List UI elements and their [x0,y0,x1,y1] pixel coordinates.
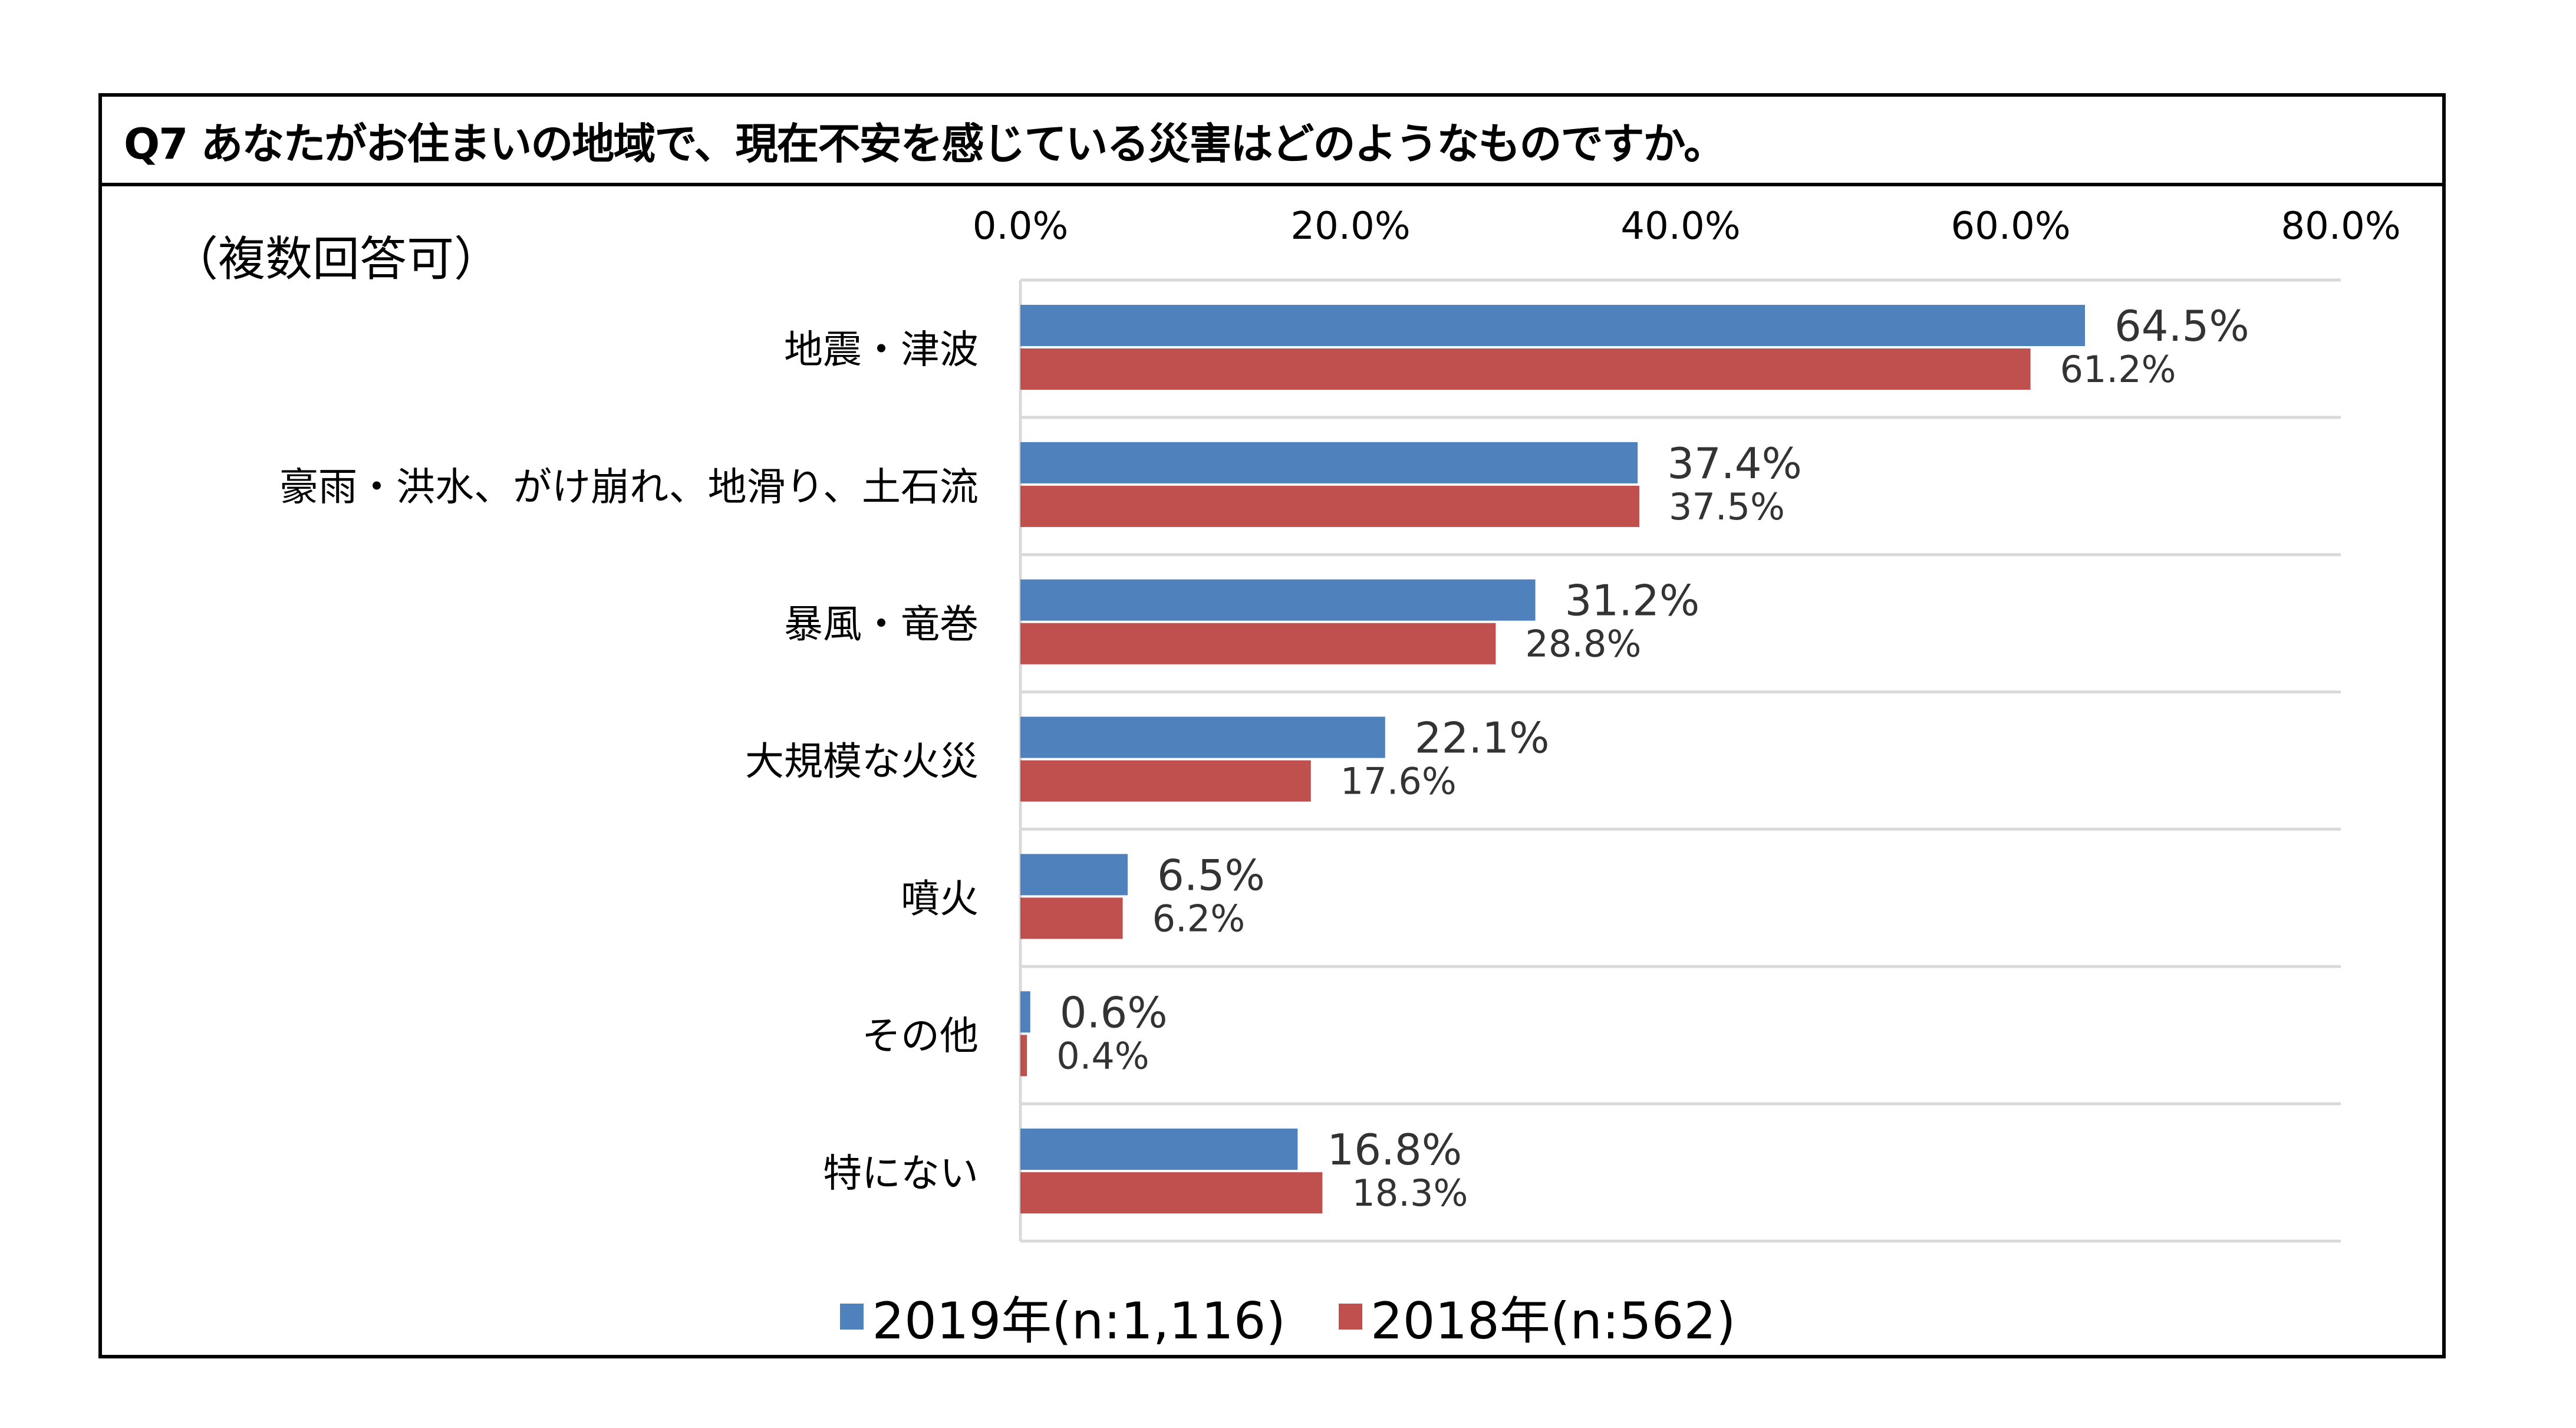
legend-label-2018: 2018年(n:562) [1371,1292,1736,1351]
legend-label-2019: 2019年(n:1,116) [872,1292,1286,1351]
chart-frame [98,93,2446,1358]
x-tick-label: 80.0% [2281,205,2400,248]
chart-title: Q7 あなたがお住まいの地域で、現在不安を感じている災害はどのようなものですか。 [124,119,1726,169]
category-label: 暴風・竜巻 [784,601,979,647]
data-label: 0.6% [1060,988,1168,1037]
category-label: 地震・津波 [784,327,979,372]
bar-2019 [1020,579,1536,621]
data-label: 37.5% [1669,485,1785,528]
data-label: 17.6% [1340,760,1457,803]
bar-2018 [1020,1172,1323,1214]
legend-swatch-2018 [1339,1303,1363,1330]
x-tick-label: 60.0% [1951,205,2070,248]
x-tick-label: 0.0% [973,205,1069,248]
chart-subtitle: （複数回答可） [171,232,501,287]
bar-2019 [1020,442,1638,483]
data-label: 22.1% [1415,713,1550,763]
data-label: 61.2% [2060,348,2176,391]
data-label: 16.8% [1327,1125,1462,1174]
category-label: 特にない [823,1151,979,1196]
category-label: 大規模な火災 [745,739,979,784]
bar-2018 [1020,1035,1027,1077]
data-label: 6.2% [1152,897,1246,940]
category-label: 噴火 [901,876,979,922]
bar-2019 [1020,1128,1298,1170]
bar-2018 [1020,485,1639,527]
bar-2019 [1020,991,1030,1033]
data-label: 0.4% [1056,1034,1149,1077]
data-label: 28.8% [1525,623,1641,666]
legend-item-2018: 2018年(n:562) [1339,1279,1736,1353]
legend-item-2019: 2019年(n:1,116) [840,1279,1286,1353]
bar-2019 [1020,305,2085,346]
x-tick-label: 40.0% [1620,205,1740,248]
data-label: 6.5% [1157,850,1265,900]
bar-2019 [1020,716,1385,758]
x-tick-label: 20.0% [1290,205,1410,248]
data-label: 64.5% [2114,301,2249,351]
legend-swatch-2019 [840,1303,864,1330]
data-label: 37.4% [1667,439,1802,488]
data-label: 18.3% [1352,1172,1468,1215]
bar-2019 [1020,854,1128,896]
bar-2018 [1020,348,2031,390]
data-label: 31.2% [1565,576,1700,626]
bar-2018 [1020,897,1123,939]
legend: 2019年(n:1,116) 2018年(n:562) [0,1279,2576,1353]
bar-2018 [1020,760,1311,802]
title-divider [98,183,2446,186]
category-label: 豪雨・洪水、がけ崩れ、地滑り、土石流 [279,464,979,509]
category-label: その他 [862,1014,979,1059]
bar-2018 [1020,623,1496,664]
